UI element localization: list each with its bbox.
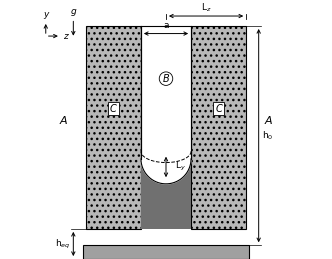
Bar — [141, 26, 191, 159]
Text: h$_{eq}$: h$_{eq}$ — [55, 238, 71, 250]
Text: h$_0$: h$_0$ — [262, 130, 274, 142]
Text: g: g — [70, 7, 76, 16]
Text: B: B — [163, 74, 169, 84]
Bar — [191, 26, 246, 229]
Bar — [83, 245, 249, 259]
Text: y: y — [43, 10, 48, 19]
Text: z: z — [63, 32, 68, 41]
Text: L$_y$: L$_y$ — [175, 160, 186, 174]
Bar — [141, 159, 191, 229]
Text: C: C — [110, 104, 117, 114]
Text: A: A — [59, 116, 67, 126]
Bar — [86, 26, 141, 229]
Text: a: a — [163, 21, 169, 30]
Text: A: A — [265, 116, 273, 126]
Text: L$_z$: L$_z$ — [201, 1, 211, 13]
Polygon shape — [141, 159, 191, 184]
Text: C: C — [215, 104, 222, 114]
